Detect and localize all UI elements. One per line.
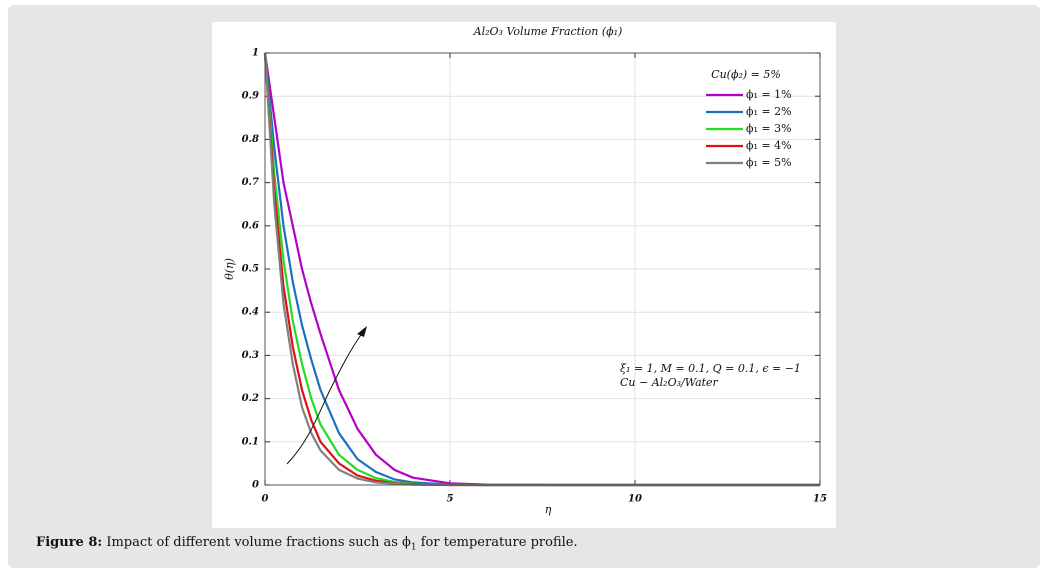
y-tick-label: 0.4 — [242, 307, 259, 318]
y-tick-label: 0.3 — [242, 350, 259, 361]
y-tick-label: 0 — [252, 480, 259, 491]
legend-label: ϕ₁ = 4% — [746, 139, 792, 152]
y-tick-label: 0.2 — [242, 393, 259, 404]
y-tick-label: 0.7 — [242, 177, 259, 188]
y-tick-label: 0.9 — [242, 91, 259, 102]
x-tick-label: 5 — [447, 494, 454, 505]
caption-subscript: 1 — [410, 542, 417, 553]
arrow-head — [357, 326, 367, 337]
legend-label: ϕ₁ = 1% — [746, 88, 792, 101]
y-tick-label: 0.5 — [242, 264, 259, 275]
axes-frame — [264, 52, 821, 486]
legend-label: ϕ₁ = 2% — [746, 105, 792, 118]
annotation: ξ₁ = 1, M = 0.1, Q = 0.1, ϵ = −1 — [620, 362, 801, 375]
annotation: Cu − Al₂O₃/Water — [620, 376, 719, 389]
x-tick-label: 15 — [813, 494, 827, 505]
y-tick-label: 0.8 — [242, 134, 259, 145]
trend-arrow — [286, 331, 364, 465]
y-tick-label: 0.6 — [242, 220, 259, 231]
y-tick-label: 1 — [252, 48, 259, 59]
caption: Figure 8: Impact of different volume fra… — [36, 535, 578, 553]
caption-label: Figure 8: — [36, 535, 103, 550]
legend-title: Cu(ϕ₂) = 5% — [711, 68, 781, 81]
legend-label: ϕ₁ = 3% — [746, 122, 792, 135]
chart-background — [212, 22, 836, 528]
y-axis-label: θ(η) — [223, 258, 236, 280]
caption-text: for temperature profile. — [416, 535, 578, 550]
caption-text: Impact of different volume fractions suc… — [106, 535, 411, 550]
x-tick-label: 0 — [262, 494, 269, 505]
x-axis-label: η — [545, 503, 552, 516]
x-tick-label: 10 — [628, 494, 642, 505]
y-tick-label: 0.1 — [242, 436, 259, 447]
chart-title: Al₂O₃ Volume Fraction (ϕ₁) — [473, 25, 623, 38]
legend-label: ϕ₁ = 5% — [746, 156, 792, 169]
